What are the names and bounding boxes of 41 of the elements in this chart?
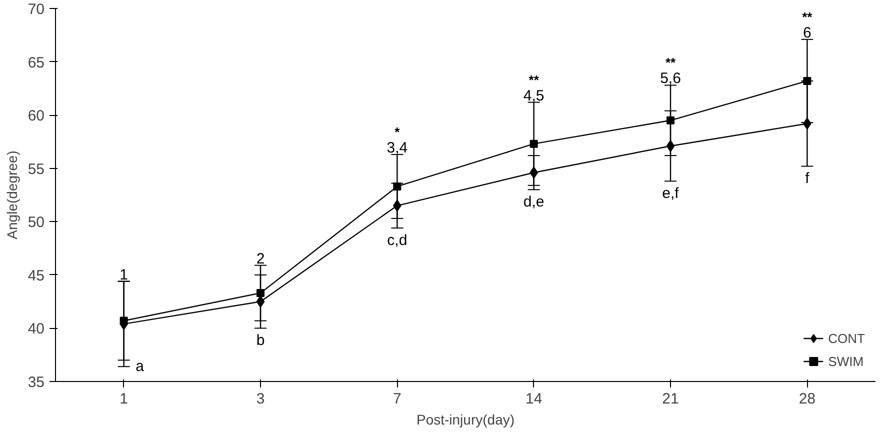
annotation: 1 bbox=[120, 266, 128, 284]
y-tick-label: 70 bbox=[28, 1, 45, 18]
annotation: c,d bbox=[387, 232, 408, 250]
x-tick-label: 28 bbox=[798, 390, 816, 408]
legend-label: CONT bbox=[828, 330, 865, 346]
x-tick-label: 14 bbox=[525, 390, 542, 408]
x-axis-title: Post-injury(day) bbox=[416, 412, 515, 428]
point bbox=[530, 140, 538, 148]
point bbox=[393, 182, 402, 190]
annotation: b bbox=[256, 332, 265, 350]
annotation: 3,4 bbox=[386, 140, 408, 157]
point bbox=[256, 296, 265, 308]
point bbox=[256, 289, 264, 298]
x-tick-label: 21 bbox=[662, 390, 679, 408]
annotation: 2 bbox=[256, 250, 265, 268]
y-tick-label: 55 bbox=[28, 160, 45, 178]
y-axis-title: Angle(degree) bbox=[4, 150, 20, 240]
legend-label: SWIM bbox=[828, 354, 864, 368]
point bbox=[803, 76, 812, 85]
x-tick-label: 7 bbox=[392, 390, 402, 408]
y-tick-label: 40 bbox=[28, 320, 45, 338]
annotation: ** bbox=[528, 72, 540, 88]
annotation: * bbox=[394, 124, 401, 140]
point bbox=[666, 140, 675, 152]
annotation: 5,6 bbox=[660, 70, 681, 88]
annotation: 6 bbox=[802, 24, 812, 42]
x-tick-label: 1 bbox=[120, 390, 128, 408]
annotation: f bbox=[805, 170, 810, 188]
y-tick-label: 35 bbox=[28, 374, 45, 391]
point bbox=[666, 116, 674, 124]
annotation: a bbox=[136, 358, 145, 376]
annotation: ** bbox=[802, 9, 814, 24]
annotation: ** bbox=[665, 55, 676, 70]
y-tick-label: 45 bbox=[28, 267, 45, 284]
y-tick-label: 60 bbox=[28, 108, 45, 125]
y-tick-label: 65 bbox=[28, 54, 45, 72]
annotation: 4,5 bbox=[523, 87, 544, 104]
x-tick-label: 3 bbox=[256, 390, 265, 408]
y-tick-label: 50 bbox=[28, 214, 45, 232]
annotation: e,f bbox=[662, 185, 680, 202]
annotation: d,e bbox=[523, 194, 544, 211]
